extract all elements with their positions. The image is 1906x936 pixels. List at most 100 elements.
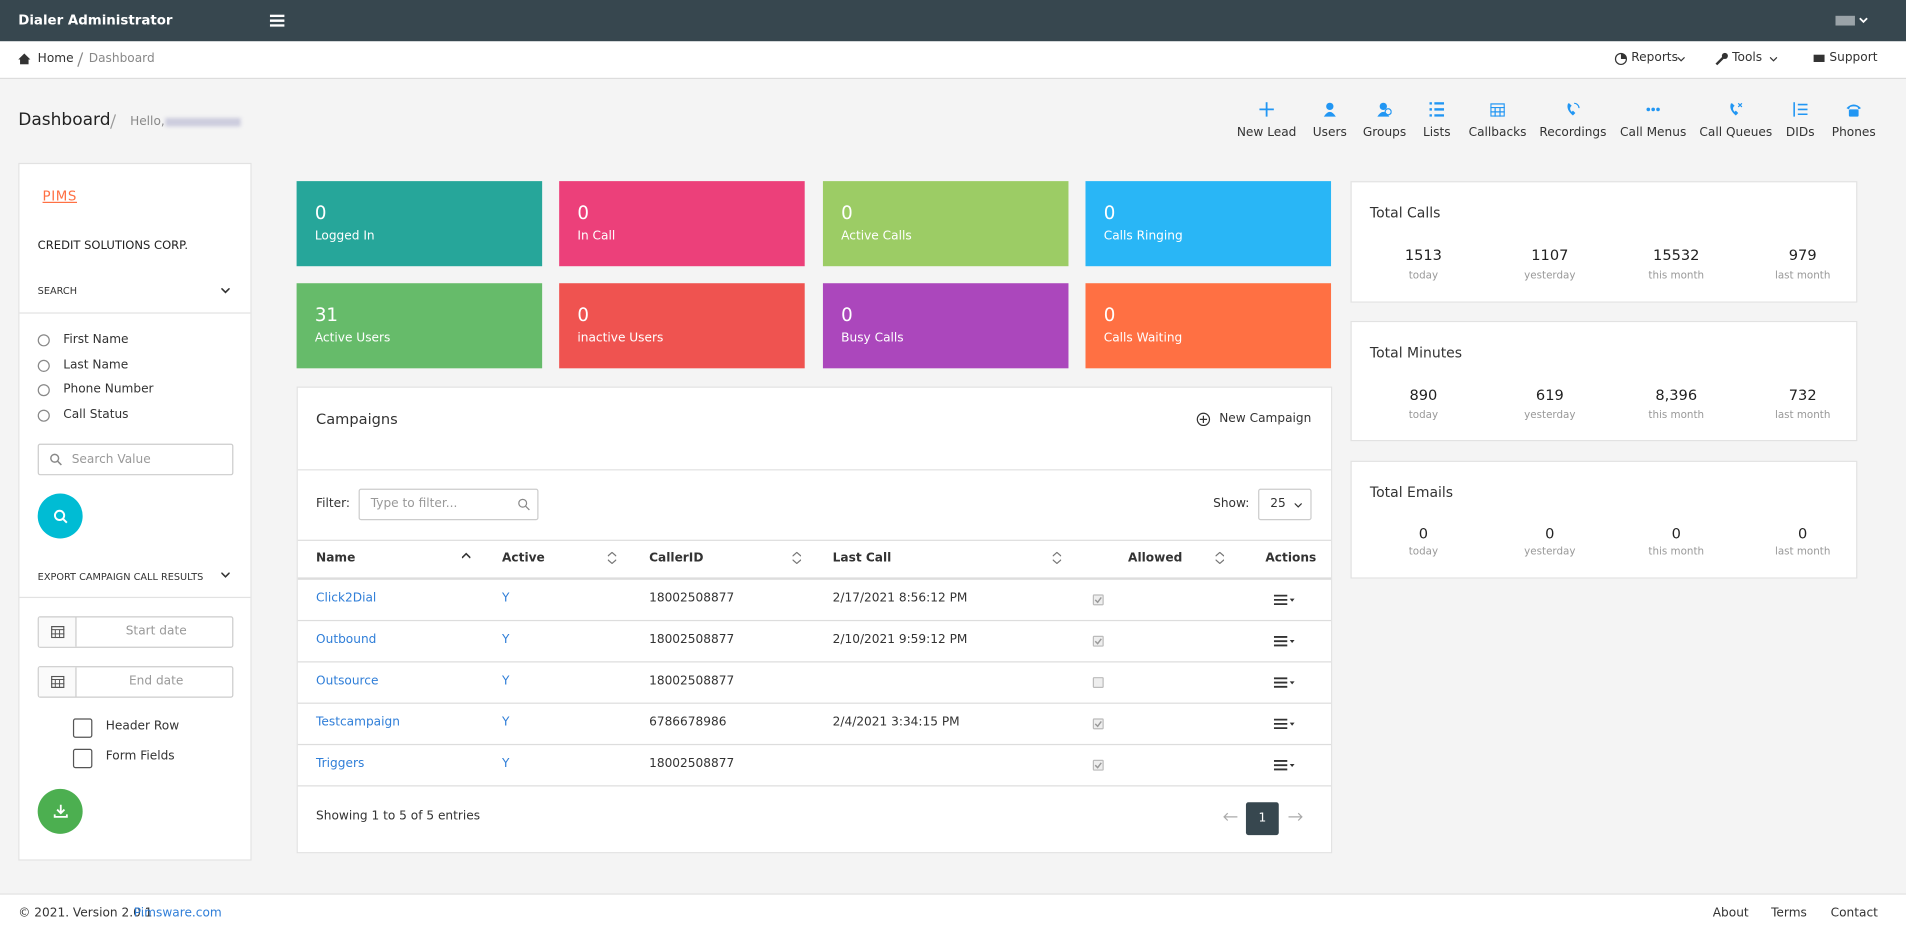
footer-nav-link[interactable]: About [1712, 906, 1749, 921]
summary-panel: Total Minutes 890 today 619 yesterday 8,396 th… [1350, 320, 1858, 442]
icon-shape [1094, 762, 1102, 769]
sort-icon [792, 551, 802, 565]
campaign-link[interactable]: Testcampaign [316, 715, 400, 730]
icon-shape [269, 19, 285, 22]
toolbar-button[interactable]: Users [1312, 126, 1347, 140]
column-header[interactable]: CallerID [649, 551, 704, 566]
actions-menu [1273, 594, 1295, 606]
search-button[interactable] [37, 493, 83, 539]
calendar-icon [51, 675, 65, 689]
toolbar-button[interactable]: Phones [1831, 126, 1876, 140]
radio-button[interactable] [37, 384, 50, 397]
summary-label: last month [1774, 545, 1831, 558]
stat-tile: 31 Active Users [296, 283, 543, 369]
summary-panel: Total Calls 1513 today 1107 yesterday 15532 th… [1350, 181, 1858, 303]
prev-page [1223, 812, 1238, 821]
icon-shape [1288, 812, 1303, 821]
breadcrumb-current: Dashboard [88, 52, 155, 66]
icon-shape [792, 551, 802, 565]
footer-link[interactable]: Pimsware.com [133, 906, 222, 921]
toolbar-button[interactable]: Groups [1362, 126, 1407, 140]
summary-value: 0 [1798, 525, 1808, 543]
icon-shape [1326, 102, 1334, 111]
toolbar-button[interactable]: New Lead [1236, 126, 1297, 140]
date-placeholder: End date [129, 674, 184, 689]
toolbar-button[interactable]: Lists [1422, 126, 1451, 140]
icon-shape [50, 453, 60, 463]
panel-title: Total Calls [1369, 204, 1441, 222]
campaign-link[interactable]: Click2Dial [316, 591, 377, 606]
caret [1294, 503, 1302, 508]
sidebar: PIMS CREDIT SOLUTIONS CORP. SEARCH First Na… [18, 162, 252, 861]
top-menu-item[interactable]: Tools [1732, 51, 1763, 65]
toolbar-icon [1377, 102, 1392, 117]
last-call: 2/4/2021 3:34:15 PM [832, 715, 960, 730]
summary-label: today [1408, 545, 1439, 558]
search-placeholder: Search Value [71, 453, 151, 467]
search-input[interactable]: Search Value [37, 443, 234, 476]
summary-label: this month [1648, 409, 1705, 422]
stat-value: 0 [841, 303, 853, 326]
footer-nav-link[interactable]: Contact [1830, 906, 1878, 921]
download-button[interactable] [37, 788, 83, 834]
footer-nav-link[interactable]: Terms [1771, 906, 1807, 921]
icon-shape [269, 24, 285, 27]
allowed-checkbox [1092, 718, 1104, 730]
toolbar-button[interactable]: DIDs [1785, 126, 1815, 140]
stat-value: 0 [577, 201, 589, 224]
collapse-caret [221, 572, 230, 578]
table-row: Testcampaign Y 6786678986 2/4/2021 3:34:15 … [297, 704, 1332, 746]
company-name: CREDIT SOLUTIONS CORP. [37, 239, 189, 253]
checkbox[interactable] [72, 718, 93, 738]
radio-label: First Name [63, 333, 129, 347]
radio-button[interactable] [37, 334, 50, 347]
breadcrumb-link[interactable]: Home [37, 52, 74, 66]
radio-button[interactable] [37, 409, 50, 422]
icon-shape [1646, 107, 1651, 112]
toolbar-button[interactable]: Call Menus [1620, 126, 1687, 140]
date-addon [38, 617, 77, 647]
new-campaign-button[interactable]: New Campaign [1219, 412, 1312, 426]
stat-tile: 0 Calls Waiting [1085, 283, 1332, 369]
summary-label: last month [1774, 409, 1831, 422]
date-placeholder: Start date [125, 624, 187, 639]
checkbox[interactable] [72, 748, 93, 769]
icon-shape [1289, 598, 1295, 602]
filter-input[interactable]: Type to filter... [358, 488, 539, 521]
toolbar-button[interactable]: Call Queues [1699, 126, 1773, 140]
allowed-checkbox [1092, 594, 1104, 606]
page-size-select[interactable]: 25 [1258, 488, 1312, 521]
toolbar-button[interactable]: Recordings [1539, 126, 1607, 140]
summary-label: this month [1648, 269, 1705, 283]
column-header[interactable]: Name [316, 551, 356, 566]
column-header: Actions [1265, 551, 1317, 566]
page-button[interactable]: 1 [1245, 802, 1279, 836]
date-input[interactable]: End date [37, 666, 234, 698]
campaign-link[interactable]: Outbound [316, 633, 377, 647]
column-header[interactable]: Allowed [1128, 551, 1183, 566]
icon-shape [518, 498, 528, 508]
summary-value: 979 [1788, 246, 1817, 264]
toolbar-button[interactable]: Callbacks [1468, 126, 1527, 140]
column-header[interactable]: Active [502, 551, 545, 566]
search-title[interactable]: SEARCH [37, 285, 78, 297]
export-title[interactable]: EXPORT CAMPAIGN CALL RESULTS [37, 571, 204, 583]
summary-value: 15532 [1653, 246, 1700, 264]
icon-shape [1196, 412, 1211, 427]
stat-tile: 0 Calls Ringing [1085, 181, 1332, 267]
top-menu-item[interactable]: Support [1829, 51, 1878, 65]
add-icon [1196, 412, 1211, 427]
radio-label: Call Status [63, 407, 129, 422]
caret [1677, 57, 1685, 62]
campaign-link[interactable]: Outsource [316, 674, 379, 689]
column-header[interactable]: Last Call [832, 551, 892, 566]
icon-shape [1846, 104, 1862, 110]
radio-button[interactable] [37, 359, 50, 372]
sort-icon [1215, 551, 1225, 565]
campaign-link[interactable]: Triggers [316, 757, 365, 771]
icon-shape [62, 518, 68, 524]
top-menu-item[interactable]: Reports [1631, 51, 1678, 65]
calendar-icon [51, 626, 65, 639]
date-input[interactable]: Start date [37, 616, 234, 648]
icon-shape [1377, 111, 1390, 117]
